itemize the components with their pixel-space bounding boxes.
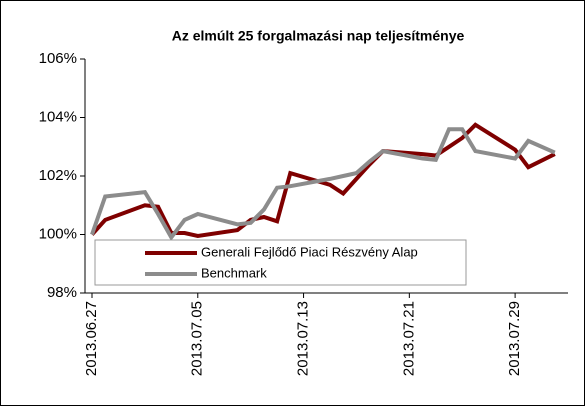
y-tick-label: 104% xyxy=(39,108,77,125)
legend: Generali Fejlődő Piaci Részvény Alap Benc… xyxy=(94,239,467,286)
legend-label: Generali Fejlődő Piaci Részvény Alap xyxy=(201,244,418,259)
x-tick-label: 2013.07.05 xyxy=(189,301,206,376)
y-tick-label: 106% xyxy=(39,50,77,67)
legend-label: Benchmark xyxy=(201,265,267,280)
y-tick-label: 98% xyxy=(47,284,77,301)
x-tick-label: 2013.07.29 xyxy=(506,301,523,376)
y-tick-label: 102% xyxy=(39,167,77,184)
x-tick-label: 2013.07.13 xyxy=(295,301,312,376)
x-tick-label: 2013.07.21 xyxy=(400,301,417,376)
x-tick-label: 2013.06.27 xyxy=(83,301,100,376)
series-line xyxy=(90,122,556,239)
y-tick-label: 100% xyxy=(39,225,77,242)
series-line xyxy=(90,127,556,242)
chart-title: Az elmúlt 25 forgalmazási nap teljesítmé… xyxy=(172,28,465,44)
legend-box xyxy=(94,239,467,286)
